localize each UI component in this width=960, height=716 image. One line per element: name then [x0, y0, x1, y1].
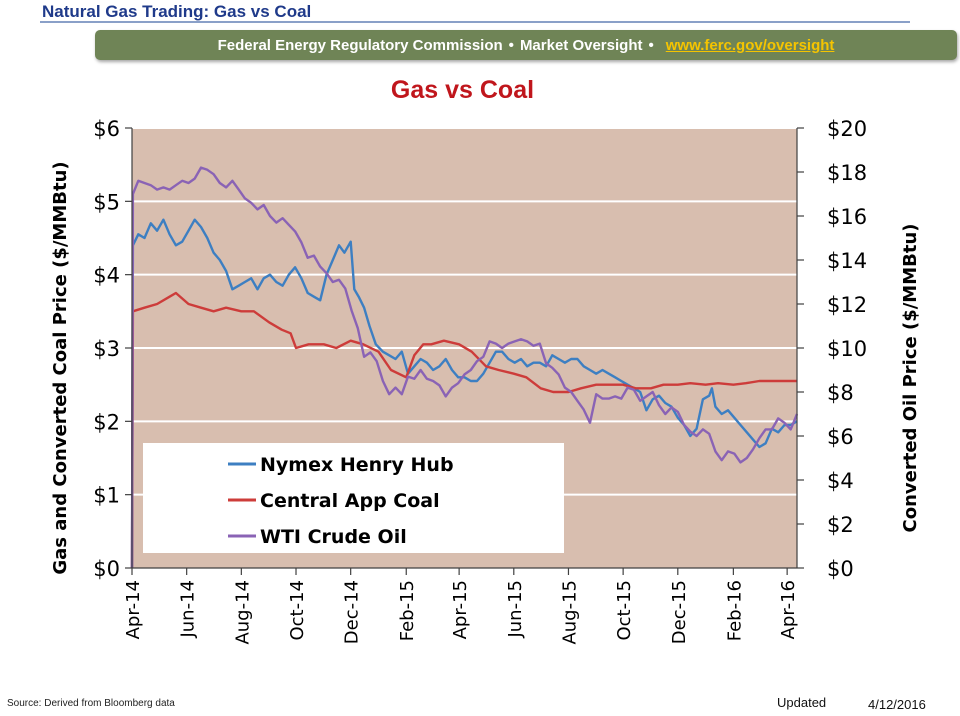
series-line-central-app-coal: [130, 291, 797, 569]
y-axis-title-left: Gas and Converted Coal Price ($/MMBtu): [50, 161, 71, 574]
x-tick-label: Feb-15: [397, 580, 418, 641]
banner-section: Market Oversight: [519, 36, 643, 54]
y-tick-label-left: $2: [93, 410, 120, 434]
x-tick-label: Jun-15: [505, 580, 526, 639]
y-tick-label-right: $8: [827, 381, 854, 405]
x-tick-label: Feb-16: [724, 580, 745, 641]
x-tick-label: Oct-14: [287, 580, 308, 641]
y-axis-title-right: Converted Oil Price ($/MMBtu): [900, 224, 921, 533]
banner-link[interactable]: www.ferc.gov/oversight: [665, 36, 835, 54]
banner-separator-2: •: [648, 36, 654, 54]
legend-label: WTI Crude Oil: [260, 526, 407, 548]
y-tick-label-left: $6: [93, 117, 120, 141]
y-tick-label-left: $5: [93, 190, 120, 214]
y-tick-label-right: $12: [827, 293, 867, 317]
axes: $0 $1 $2 $3 $4 $5 $6 $0 $2 $4 $6 $8 $10 $12 $14 $16 $18 $…: [50, 117, 921, 645]
y-tick-label-left: $3: [93, 337, 120, 361]
legend: Nymex Henry Hub Central App Coal WTI Crude…: [143, 443, 564, 553]
chart-title: Gas vs Coal: [390, 76, 535, 104]
x-tick-label: Apr-16: [778, 580, 799, 639]
banner-separator-1: •: [508, 36, 514, 54]
series-layer: [130, 166, 799, 569]
x-tick-label: Apr-14: [123, 580, 144, 639]
legend-box: [143, 443, 564, 553]
y-tick-label-right: $16: [827, 205, 867, 229]
series-line-wti-crude-oil: [130, 166, 799, 569]
x-tick-label: Aug-14: [232, 580, 253, 645]
legend-label: Nymex Henry Hub: [260, 454, 454, 476]
y-tick-label-right: $6: [827, 425, 854, 449]
x-tick-label: Jun-14: [178, 580, 199, 639]
y-tick-label-right: $20: [827, 117, 867, 141]
gridlines: [132, 127, 797, 496]
banner-org: Federal Energy Regulatory Commission: [217, 36, 503, 54]
updated-label: Updated: [777, 695, 827, 710]
y-tick-label-right: $4: [827, 469, 854, 493]
y-tick-label-left: $1: [93, 484, 120, 508]
updated-date: 4/12/2016: [868, 697, 926, 712]
header-banner: Federal Energy Regulatory Commission • M…: [95, 30, 957, 60]
y-tick-label-left: $0: [93, 557, 120, 581]
y-tick-label-left: $4: [93, 264, 120, 288]
y-tick-label-right: $14: [827, 249, 867, 273]
x-tick-label: Apr-15: [450, 580, 471, 639]
x-tick-label: Oct-15: [614, 580, 635, 641]
slide-title: Natural Gas Trading: Gas vs Coal: [42, 2, 312, 21]
x-tick-label: Aug-15: [559, 580, 580, 645]
y-tick-label-right: $10: [827, 337, 867, 361]
source-note: Source: Derived from Bloomberg data: [7, 698, 175, 709]
x-tick-label: Dec-15: [669, 580, 690, 644]
y-tick-label-right: $0: [827, 557, 854, 581]
y-tick-label-right: $18: [827, 161, 867, 185]
title-divider: [40, 21, 910, 23]
x-tick-label: Dec-14: [342, 580, 363, 644]
legend-label: Central App Coal: [260, 490, 440, 512]
y-tick-label-right: $2: [827, 513, 854, 537]
